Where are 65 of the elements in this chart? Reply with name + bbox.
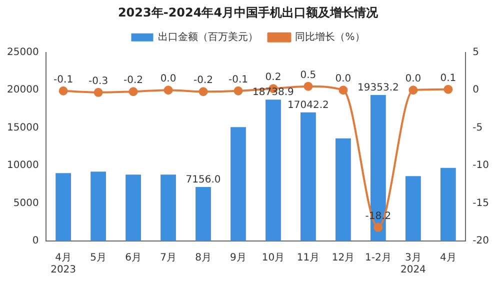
- x-tick-label: 7月: [160, 252, 176, 264]
- bar: [266, 100, 281, 241]
- data-label: 0.5: [300, 70, 316, 81]
- legend-label: 出口金额（百万美元）: [158, 30, 258, 43]
- data-label: -0.2: [194, 75, 214, 86]
- bar: [56, 173, 72, 241]
- y-tick-label: 15000: [7, 122, 39, 134]
- bar: [230, 127, 246, 241]
- data-label: 0.1: [440, 72, 456, 84]
- bar: [405, 176, 421, 241]
- bar: [126, 174, 141, 241]
- point: [58, 86, 68, 96]
- x-tick-label: 11月: [296, 252, 320, 264]
- y2-tick-label: -5: [472, 122, 483, 134]
- x-tick-label: 1-2月: [365, 252, 392, 264]
- point: [338, 86, 348, 95]
- y-tick-label: 5000: [13, 198, 39, 209]
- data-label: 17042.2: [288, 100, 329, 112]
- point: [408, 86, 418, 95]
- bar: [300, 112, 316, 241]
- data-label: -18.2: [365, 211, 392, 222]
- point: [374, 222, 383, 232]
- legend-label: 同比增长（%）: [295, 30, 365, 43]
- data-label: -0.3: [88, 76, 108, 87]
- x-tick-label: 4月: [440, 252, 456, 264]
- point: [234, 86, 243, 96]
- data-label: 0.2: [265, 72, 282, 84]
- point: [444, 84, 453, 94]
- x-tick-label: 9月: [230, 252, 246, 264]
- point: [198, 87, 208, 96]
- data-label: 19353.2: [358, 82, 399, 94]
- point: [304, 82, 313, 91]
- data-label: 18738.9: [252, 87, 294, 98]
- y-tick-label: 0: [32, 236, 39, 247]
- point: [94, 88, 103, 97]
- y2-tick-label: 0: [472, 84, 480, 96]
- point: [128, 87, 138, 96]
- data-label: -0.2: [124, 75, 144, 86]
- bar: [160, 174, 176, 241]
- data-label: 0.0: [405, 74, 422, 85]
- y-tick-label: 20000: [7, 84, 39, 96]
- y2-tick-label: 5: [472, 46, 480, 58]
- point: [164, 86, 173, 95]
- y2-tick-label: -15: [472, 198, 490, 209]
- y2-tick-label: -20: [472, 236, 490, 247]
- x-tick-label: 5月: [90, 252, 106, 264]
- bar: [196, 187, 211, 241]
- y-tick-label: 25000: [7, 46, 39, 58]
- y2-tick-label: -10: [472, 160, 490, 172]
- data-label: 0.0: [335, 74, 352, 85]
- y-tick-label: 10000: [7, 160, 39, 172]
- data-label: 7156.0: [186, 174, 221, 186]
- x-tick-label: 4月 2023: [50, 252, 76, 276]
- chart-title: 2023年-2024年4月中国手机出口额及增长情况: [118, 5, 380, 20]
- data-label: -0.1: [228, 74, 248, 86]
- x-tick-label: 8月: [195, 252, 212, 264]
- bar: [336, 138, 351, 241]
- x-tick-label: 12月: [332, 252, 355, 264]
- data-label: 0.0: [160, 74, 176, 85]
- bar: [90, 172, 106, 241]
- data-label: -0.1: [54, 74, 74, 86]
- x-tick-label: 10月: [262, 252, 285, 264]
- bar: [440, 168, 456, 241]
- x-tick-label: 3月 2024: [400, 252, 426, 276]
- x-tick-label: 6月: [125, 252, 142, 264]
